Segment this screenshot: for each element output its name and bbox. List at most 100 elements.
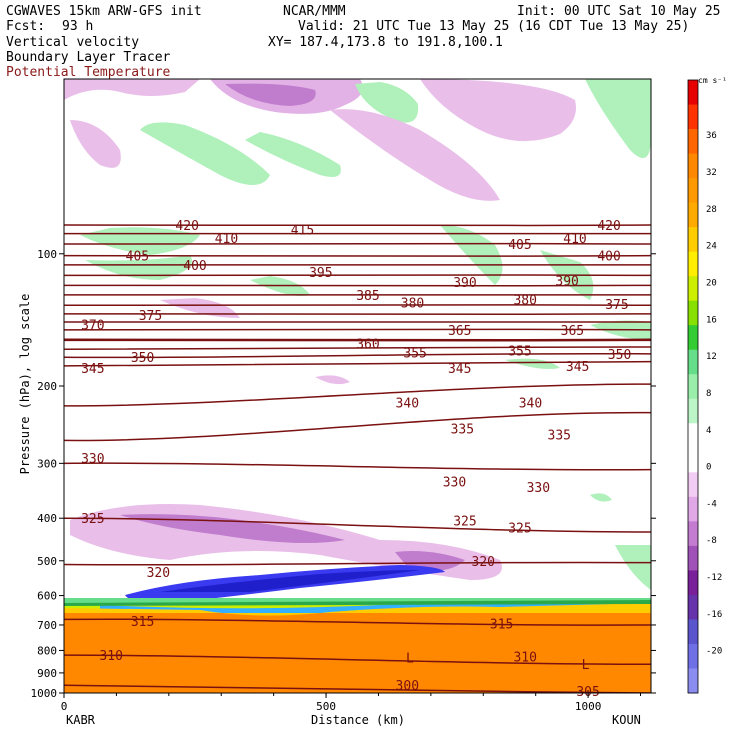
theta-contour-330 — [64, 462, 651, 471]
theta-label: 355 — [508, 344, 531, 359]
colorbar-swatch — [688, 349, 698, 375]
colorbar-swatch — [688, 227, 698, 253]
theta-label: 375 — [139, 309, 162, 324]
velocity-blob — [505, 358, 560, 369]
theta-contour-410 — [64, 242, 651, 246]
y-tick-label: 1000 — [31, 687, 58, 700]
theta-contour-325 — [64, 517, 651, 533]
init-time: Init: 00 UTC Sat 10 May 25 — [517, 4, 721, 19]
theta-label: 330 — [81, 452, 104, 467]
x-tick-label: 0 — [61, 700, 68, 713]
field-label-boundary-layer-tracer: Boundary Layer Tracer — [6, 50, 171, 65]
colorbar-swatch — [688, 472, 698, 498]
colorbar-label: 28 — [706, 205, 717, 215]
forecast-hours: 93 h — [62, 19, 94, 34]
colorbar-label: -12 — [706, 573, 722, 583]
colorbar-label: -4 — [706, 499, 717, 509]
velocity-blob — [315, 375, 350, 385]
colorbar-swatch — [688, 80, 698, 106]
colorbar-label: 24 — [706, 242, 717, 252]
colorbar-swatch — [688, 521, 698, 547]
y-tick-label: 700 — [37, 619, 57, 632]
colorbar-label: 20 — [706, 278, 717, 288]
theta-contour-320 — [64, 561, 651, 566]
colorbar-swatch — [688, 423, 698, 449]
theta-contour-335 — [64, 411, 651, 442]
colorbar-swatch — [688, 374, 698, 400]
colorbar-label: 12 — [706, 352, 717, 362]
velocity-blob — [64, 79, 200, 100]
theta-label: 345 — [448, 362, 471, 377]
y-tick-label: 200 — [37, 380, 57, 393]
y-tick-label: 800 — [37, 644, 57, 657]
theta-label: 410 — [563, 232, 586, 247]
theta-label: 345 — [81, 362, 104, 377]
colorbar: 36 32 28 24 20 16 12 8 4 0 -4 -8 -12 -16 -20 — [687, 79, 722, 694]
theta-label: 330 — [527, 481, 550, 496]
y-tick-label: 400 — [37, 512, 57, 525]
x-tick-label: 500 — [316, 700, 336, 713]
theta-contour-405 — [64, 254, 651, 257]
theta-label: 320 — [147, 566, 170, 581]
theta-label: 310 — [99, 649, 122, 664]
theta-label: 325 — [81, 512, 104, 527]
theta-label: 375 — [605, 298, 628, 313]
colorbar-label: -20 — [706, 647, 722, 657]
y-tick-label: 600 — [37, 590, 57, 603]
theta-contour-380 — [64, 304, 651, 307]
velocity-blob — [590, 493, 612, 502]
colorbar-swatch — [688, 643, 698, 669]
velocity-blob — [70, 120, 121, 168]
y-tick-label: 500 — [37, 555, 57, 568]
velocity-blob — [120, 514, 345, 544]
velocity-blob — [420, 79, 576, 142]
theta-label: 380 — [513, 293, 536, 308]
theta-label: 335 — [548, 429, 571, 444]
colorbar-swatch — [688, 545, 698, 571]
theta-label: 405 — [126, 250, 149, 265]
y-tick-label: 100 — [37, 248, 57, 261]
theta-label: 325 — [453, 515, 476, 530]
velocity-blob — [245, 132, 341, 178]
theta-contour-310 — [64, 654, 651, 665]
boundary-layer-fill — [64, 600, 651, 606]
colorbar-swatch — [688, 398, 698, 424]
theta-contour-305 — [64, 684, 651, 693]
velocity-blob — [85, 255, 192, 280]
y-tick-label: 900 — [37, 667, 57, 680]
theta-label: 340 — [396, 396, 419, 411]
theta-label: 335 — [451, 423, 474, 438]
velocity-blob — [440, 225, 503, 285]
boundary-layer-fill — [64, 613, 651, 693]
theta-label: 380 — [401, 296, 424, 311]
theta-contour-350 — [64, 352, 651, 359]
theta-label: 350 — [131, 351, 154, 366]
cross-section-endpoints: XY= 187.4,173.8 to 191.8,100.1 — [268, 35, 503, 50]
field-label-vertical-velocity: Vertical velocity — [6, 35, 140, 50]
colorbar-label: 16 — [706, 315, 717, 325]
theta-label: 345 — [566, 360, 589, 375]
colorbar-swatch — [688, 153, 698, 179]
theta-contour-340 — [64, 383, 651, 407]
colorbar-label: -16 — [706, 610, 722, 620]
valid-time: Valid: 21 UTC Tue 13 May 25 (16 CDT Tue … — [298, 19, 690, 34]
colorbar-swatch — [688, 325, 698, 351]
colorbar-swatch — [688, 619, 698, 645]
theta-label: 300 — [396, 679, 419, 694]
theta-label: 390 — [453, 276, 476, 291]
colorbar-label: -8 — [706, 536, 717, 546]
colorbar-swatch — [688, 129, 698, 155]
theta-label: 400 — [183, 259, 206, 274]
colorbar-units: cm s⁻¹ — [698, 76, 727, 85]
theta-contour-390 — [64, 284, 651, 287]
boundary-layer-fill — [64, 603, 651, 616]
colorbar-label: 36 — [706, 131, 717, 141]
theta-label: 360 — [356, 337, 379, 352]
theta-contour-420 — [64, 223, 651, 227]
theta-label: 310 — [513, 650, 536, 665]
theta-label: 415 — [291, 223, 314, 238]
velocity-blob — [585, 79, 651, 158]
colorbar-swatch — [688, 300, 698, 326]
theta-label: 420 — [597, 219, 620, 234]
